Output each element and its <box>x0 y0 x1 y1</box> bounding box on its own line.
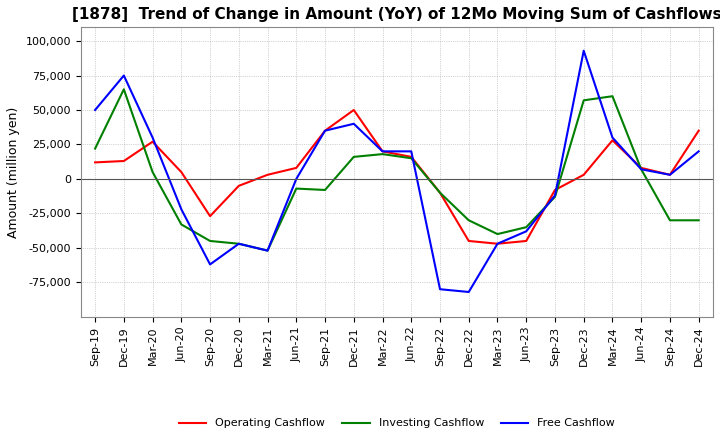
Operating Cashflow <box>464 238 473 244</box>
Investing Cashflow <box>407 156 415 161</box>
Investing Cashflow <box>580 98 588 103</box>
Free Cashflow <box>522 229 531 234</box>
Free Cashflow <box>436 286 444 292</box>
Operating Cashflow <box>91 160 99 165</box>
Operating Cashflow <box>580 172 588 177</box>
Free Cashflow <box>464 290 473 295</box>
Investing Cashflow <box>349 154 358 160</box>
Investing Cashflow <box>120 87 128 92</box>
Free Cashflow <box>665 172 674 177</box>
Free Cashflow <box>292 176 301 182</box>
Investing Cashflow <box>378 151 387 157</box>
Investing Cashflow <box>235 241 243 246</box>
Operating Cashflow <box>608 138 617 143</box>
Free Cashflow <box>91 107 99 113</box>
Operating Cashflow <box>264 172 272 177</box>
Investing Cashflow <box>493 231 502 237</box>
Free Cashflow <box>407 149 415 154</box>
Operating Cashflow <box>206 213 215 219</box>
Free Cashflow <box>694 149 703 154</box>
Operating Cashflow <box>349 107 358 113</box>
Free Cashflow <box>148 135 157 140</box>
Free Cashflow <box>349 121 358 126</box>
Operating Cashflow <box>551 187 559 193</box>
Investing Cashflow <box>264 248 272 253</box>
Operating Cashflow <box>378 149 387 154</box>
Operating Cashflow <box>694 128 703 133</box>
Operating Cashflow <box>120 158 128 164</box>
Y-axis label: Amount (million yen): Amount (million yen) <box>7 106 20 238</box>
Operating Cashflow <box>637 165 646 171</box>
Operating Cashflow <box>665 172 674 177</box>
Line: Operating Cashflow: Operating Cashflow <box>95 110 698 244</box>
Free Cashflow <box>378 149 387 154</box>
Operating Cashflow <box>407 154 415 160</box>
Operating Cashflow <box>436 190 444 195</box>
Investing Cashflow <box>522 224 531 230</box>
Free Cashflow <box>120 73 128 78</box>
Investing Cashflow <box>665 218 674 223</box>
Investing Cashflow <box>637 167 646 172</box>
Line: Free Cashflow: Free Cashflow <box>95 51 698 292</box>
Investing Cashflow <box>551 194 559 199</box>
Investing Cashflow <box>436 190 444 195</box>
Operating Cashflow <box>522 238 531 244</box>
Title: [1878]  Trend of Change in Amount (YoY) of 12Mo Moving Sum of Cashflows: [1878] Trend of Change in Amount (YoY) o… <box>72 7 720 22</box>
Investing Cashflow <box>177 222 186 227</box>
Free Cashflow <box>580 48 588 53</box>
Investing Cashflow <box>320 187 329 193</box>
Investing Cashflow <box>608 94 617 99</box>
Operating Cashflow <box>148 139 157 144</box>
Legend: Operating Cashflow, Investing Cashflow, Free Cashflow: Operating Cashflow, Investing Cashflow, … <box>174 414 619 433</box>
Operating Cashflow <box>177 169 186 175</box>
Line: Investing Cashflow: Investing Cashflow <box>95 89 698 251</box>
Investing Cashflow <box>292 186 301 191</box>
Free Cashflow <box>206 262 215 267</box>
Free Cashflow <box>235 241 243 246</box>
Operating Cashflow <box>493 241 502 246</box>
Investing Cashflow <box>694 218 703 223</box>
Operating Cashflow <box>320 128 329 133</box>
Operating Cashflow <box>292 165 301 171</box>
Free Cashflow <box>320 128 329 133</box>
Operating Cashflow <box>235 183 243 188</box>
Free Cashflow <box>637 167 646 172</box>
Free Cashflow <box>551 193 559 198</box>
Investing Cashflow <box>464 218 473 223</box>
Investing Cashflow <box>91 146 99 151</box>
Free Cashflow <box>493 241 502 246</box>
Investing Cashflow <box>148 169 157 175</box>
Free Cashflow <box>264 248 272 253</box>
Free Cashflow <box>608 135 617 140</box>
Investing Cashflow <box>206 238 215 244</box>
Free Cashflow <box>177 207 186 212</box>
